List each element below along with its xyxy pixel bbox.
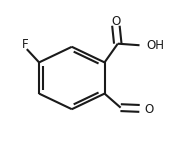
Text: O: O [145, 103, 154, 116]
Text: F: F [22, 38, 29, 51]
Text: OH: OH [146, 39, 164, 52]
Text: O: O [111, 15, 121, 28]
